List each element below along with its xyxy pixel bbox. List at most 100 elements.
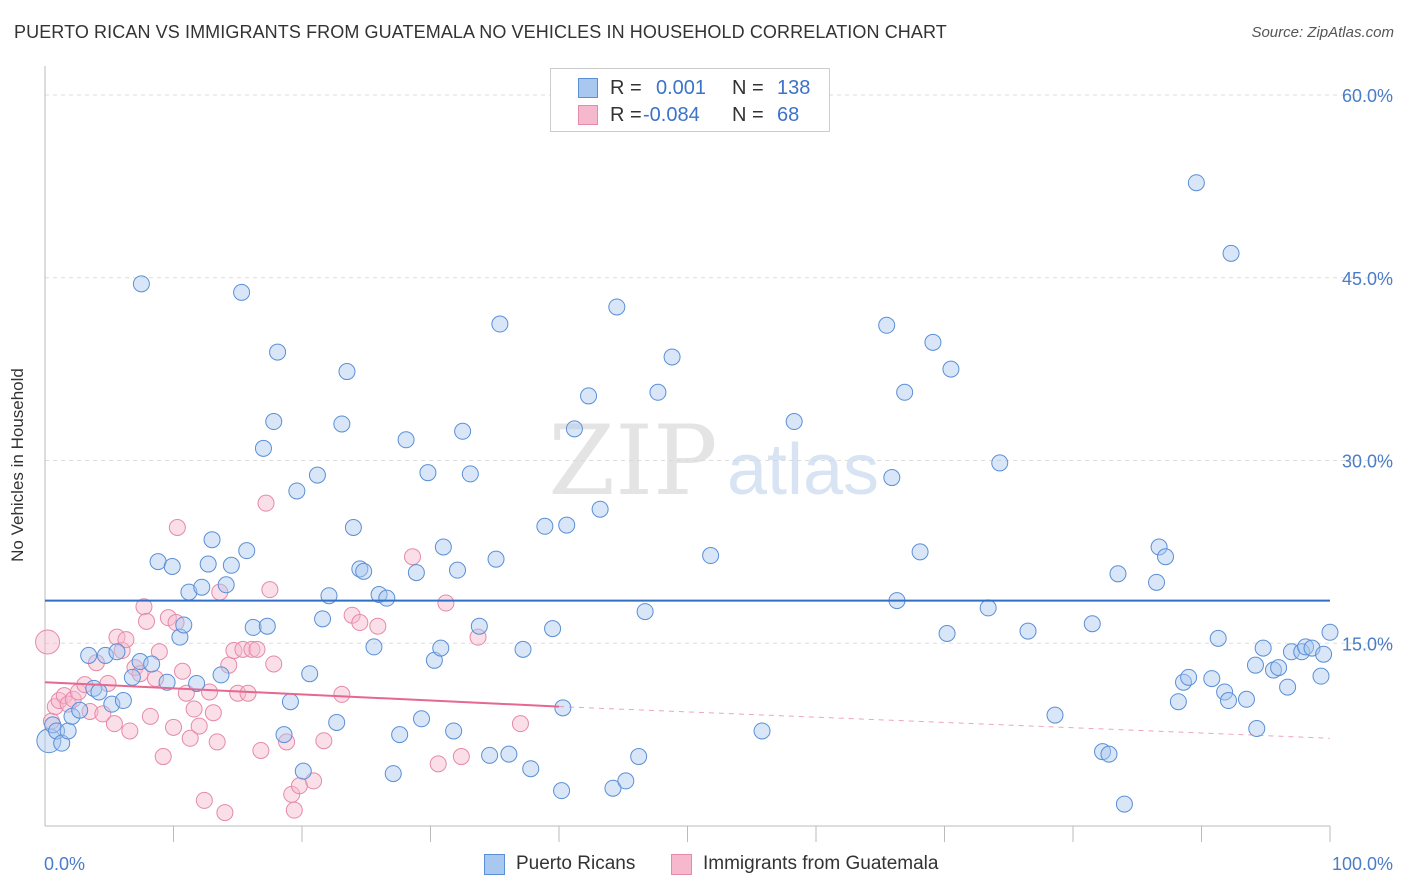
puerto-rican-point bbox=[1321, 623, 1339, 641]
puerto-rican-point bbox=[487, 550, 505, 568]
watermark-zip: ZIP bbox=[548, 405, 717, 517]
grid-lines bbox=[45, 94, 1392, 644]
puerto-rican-point bbox=[630, 748, 648, 766]
guatemala-point bbox=[138, 612, 156, 630]
puerto-rican-point bbox=[384, 765, 402, 783]
puerto-rican-point bbox=[1222, 244, 1240, 262]
puerto-rican-point bbox=[448, 561, 466, 579]
puerto-rican-point bbox=[222, 556, 240, 574]
guatemala-point bbox=[185, 700, 203, 718]
puerto-rican-point bbox=[344, 519, 362, 537]
legend-r-value: 0.001 bbox=[656, 77, 707, 99]
puerto-rican-point bbox=[238, 542, 256, 560]
puerto-rican-point bbox=[419, 464, 437, 482]
puerto-rican-point bbox=[407, 564, 425, 582]
guatemala-point bbox=[285, 801, 303, 819]
puerto-rican-point bbox=[90, 683, 108, 701]
puerto-rican-point bbox=[1148, 573, 1166, 591]
puerto-rican-point bbox=[1187, 174, 1205, 192]
puerto-rican-point bbox=[258, 617, 276, 635]
puerto-rican-point bbox=[193, 578, 211, 596]
puerto-rican-point bbox=[1019, 622, 1037, 640]
y-tick-label: 30.0% bbox=[1342, 452, 1393, 472]
puerto-rican-point bbox=[114, 692, 132, 710]
puerto-rican-point bbox=[355, 562, 373, 580]
puerto-rican-point bbox=[158, 673, 176, 691]
guatemala-point bbox=[204, 704, 222, 722]
legend-swatch-pink bbox=[578, 105, 598, 125]
guatemala-point bbox=[257, 494, 275, 512]
puerto-rican-point bbox=[785, 413, 803, 431]
puerto-rican-point bbox=[514, 640, 532, 658]
puerto-rican-point bbox=[445, 722, 463, 740]
legend-row-guatemala: R = -0.084 N = 68 bbox=[551, 102, 829, 128]
puerto-rican-point bbox=[244, 618, 262, 636]
legend-swatch-blue bbox=[578, 78, 598, 98]
puerto-rican-point bbox=[71, 701, 89, 719]
puerto-rican-point bbox=[233, 283, 251, 301]
guatemala-point bbox=[181, 729, 199, 747]
bottom-legend-swatch-pink bbox=[671, 854, 692, 875]
guatemala-point bbox=[315, 732, 333, 750]
puerto-rican-point bbox=[1246, 656, 1264, 674]
guatemala-point bbox=[243, 640, 261, 658]
puerto-rican-point bbox=[143, 655, 161, 673]
guatemala-point bbox=[261, 581, 279, 599]
puerto-rican-point bbox=[544, 620, 562, 638]
puerto-rican-point bbox=[365, 638, 383, 656]
legend-r-label: R = bbox=[610, 77, 642, 99]
guatemala-point bbox=[404, 548, 422, 566]
series-puerto-rican-points bbox=[36, 174, 1339, 813]
x-tick-label: 100.0% bbox=[1332, 854, 1393, 874]
puerto-rican-point bbox=[1175, 673, 1193, 691]
puerto-rican-point bbox=[132, 275, 150, 293]
guatemala-point bbox=[452, 748, 470, 766]
legend-r-label: R = bbox=[610, 104, 642, 126]
puerto-rican-point bbox=[878, 316, 896, 334]
puerto-rican-point bbox=[604, 779, 622, 797]
puerto-rican-point bbox=[1279, 678, 1297, 696]
puerto-rican-point bbox=[591, 500, 609, 518]
guatemala-point bbox=[195, 791, 213, 809]
guatemala-point bbox=[113, 642, 131, 660]
legend-n-label: N = bbox=[732, 104, 764, 126]
guatemala-point bbox=[208, 733, 226, 751]
bottom-legend-swatch-blue bbox=[484, 854, 505, 875]
guatemala-point bbox=[469, 628, 487, 646]
puerto-rican-point bbox=[308, 466, 326, 484]
trend-line-guatemala-extrapolated bbox=[558, 706, 1331, 739]
source-label: Source: ZipAtlas.com bbox=[1251, 24, 1394, 41]
puerto-rican-point bbox=[1312, 667, 1330, 685]
puerto-rican-point bbox=[565, 420, 583, 438]
puerto-rican-point bbox=[1157, 548, 1175, 566]
puerto-rican-point bbox=[553, 782, 571, 800]
puerto-rican-point bbox=[333, 415, 351, 433]
puerto-rican-point bbox=[269, 343, 287, 361]
puerto-rican-point bbox=[434, 538, 452, 556]
guatemala-point bbox=[234, 640, 252, 658]
puerto-rican-point bbox=[753, 722, 771, 740]
y-tick-label: 45.0% bbox=[1342, 269, 1393, 289]
y-tick-label: 15.0% bbox=[1342, 634, 1393, 654]
bottom-legend-label: Immigrants from Guatemala bbox=[703, 853, 939, 874]
puerto-rican-point bbox=[149, 553, 167, 571]
legend-n-value: 68 bbox=[777, 104, 800, 126]
chart-title: PUERTO RICAN VS IMMIGRANTS FROM GUATEMAL… bbox=[14, 22, 947, 42]
puerto-rican-point bbox=[1237, 690, 1255, 708]
guatemala-point bbox=[333, 685, 351, 703]
puerto-rican-point bbox=[175, 616, 193, 634]
puerto-rican-point bbox=[397, 431, 415, 449]
guatemala-point bbox=[190, 717, 208, 735]
trend-lines bbox=[44, 599, 1331, 739]
puerto-rican-point bbox=[203, 531, 221, 549]
puerto-rican-point bbox=[558, 516, 576, 534]
puerto-rican-point bbox=[1150, 538, 1168, 556]
guatemala-point bbox=[121, 722, 139, 740]
puerto-rican-point bbox=[522, 760, 540, 778]
puerto-rican-point bbox=[254, 439, 272, 457]
puerto-rican-point bbox=[288, 482, 306, 500]
guatemala-point bbox=[369, 617, 387, 635]
puerto-rican-point bbox=[979, 599, 997, 617]
puerto-rican-point bbox=[617, 772, 635, 790]
puerto-rican-point bbox=[911, 543, 929, 561]
